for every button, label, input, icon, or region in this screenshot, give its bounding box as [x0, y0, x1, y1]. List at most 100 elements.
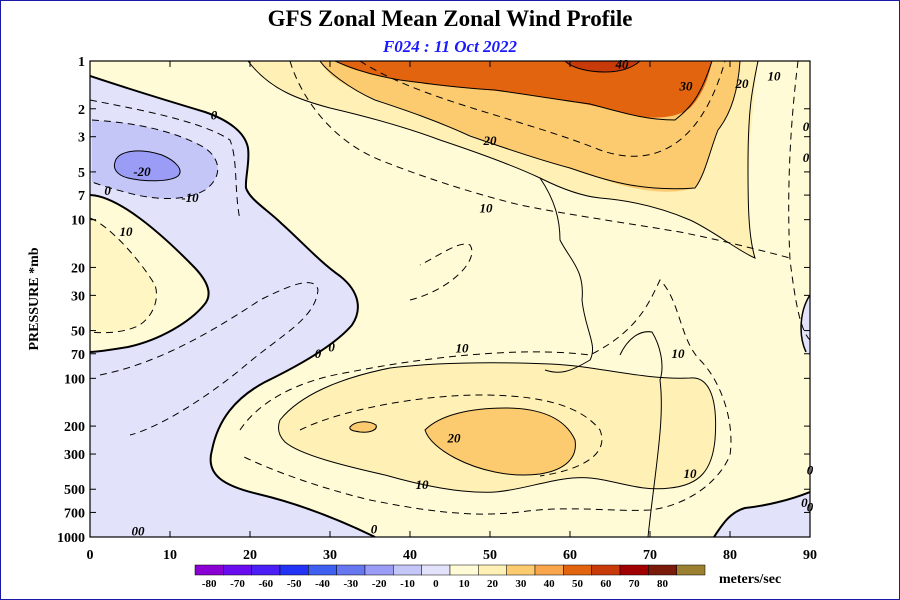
- legend-level-label: -60: [258, 578, 273, 590]
- legend-level-label: 80: [657, 578, 669, 590]
- contour-label: 10: [416, 477, 430, 492]
- y-tick-label: 30: [71, 289, 85, 304]
- contour-20-lower: [424, 407, 576, 476]
- contour-label: -20: [133, 164, 151, 179]
- legend-swatch: [449, 564, 479, 576]
- y-tick-label: 300: [64, 448, 85, 463]
- contour-dashed-inner: [299, 394, 603, 477]
- contour-label: 10: [768, 68, 782, 83]
- y-tick-label: 5: [78, 166, 85, 181]
- contour-label: 0: [211, 107, 218, 122]
- x-tick-label: 10: [163, 548, 177, 563]
- legend-level-label: -80: [202, 578, 217, 590]
- contour-10-lower: [277, 362, 717, 493]
- x-tick-label: 0: [87, 548, 94, 563]
- legend-level-label: -70: [230, 578, 245, 590]
- contour-label: 0: [371, 522, 378, 537]
- contour-label: 0: [104, 183, 111, 198]
- contour-label: 20: [447, 431, 462, 446]
- x-tick-label: 20: [243, 548, 257, 563]
- contour-label: 10: [480, 200, 494, 215]
- legend-swatch: [308, 564, 337, 576]
- fill-neg-right-lower: [714, 492, 810, 537]
- fill-20-to-30-small: [349, 421, 377, 433]
- legend-level-label: -10: [400, 578, 415, 590]
- fill-neg-right-upper: [801, 295, 810, 356]
- contour-label: 0: [328, 340, 335, 355]
- contour-label: 0: [803, 119, 810, 134]
- contour-pos-dashed-left: [90, 217, 157, 334]
- y-tick-label: 70: [71, 348, 85, 363]
- legend-swatch: [534, 564, 564, 576]
- contour-neg10: [91, 119, 219, 199]
- y-tick-label: 500: [64, 483, 85, 498]
- y-tick-label: 7: [78, 189, 85, 204]
- fill-30-to-40-upper: [335, 61, 712, 118]
- x-tick-label: 50: [483, 548, 497, 563]
- contour-fields: [90, 61, 810, 537]
- legend-level-label: -50: [287, 578, 302, 590]
- x-tick-label: 70: [643, 548, 657, 563]
- contour-label: 0: [803, 150, 810, 165]
- contour-zero: [90, 75, 376, 537]
- chart-subtitle: F024 : 11 Oct 2022: [382, 37, 518, 56]
- contour-neg20: [113, 150, 181, 182]
- y-tick-label: 10: [71, 214, 85, 229]
- x-tick-label: 60: [563, 548, 577, 563]
- contour-10-middle: [539, 177, 594, 373]
- contour-zero-inner: [90, 194, 210, 353]
- x-tick-label: 80: [723, 548, 737, 563]
- contour-lines: [90, 61, 810, 537]
- legend-level-label: 30: [515, 578, 527, 590]
- contour-dashed-right: [788, 61, 810, 341]
- legend-swatch: [393, 564, 422, 576]
- legend-swatch: [478, 564, 507, 576]
- x-tick-label: 30: [323, 548, 337, 563]
- contour-label: 30: [679, 79, 694, 94]
- x-tick-label: 90: [803, 548, 817, 563]
- contour-dashed-upper-b: [359, 61, 726, 157]
- y-axis-label: PRESSURE *mb: [27, 247, 42, 350]
- contour-neg-dashed-2: [99, 282, 319, 436]
- y-tick-label: 700: [64, 506, 85, 521]
- legend-level-label: -30: [343, 578, 358, 590]
- legend-level-label: 40: [544, 578, 556, 590]
- contour-label: -10: [181, 190, 199, 205]
- legend-level-label: 10: [459, 578, 471, 590]
- fill-neg-20-to-30: [114, 150, 181, 181]
- legend-level-label: 60: [600, 578, 612, 590]
- contour-neg-dashed-1: [90, 99, 241, 221]
- contour-dashed-lower: [239, 279, 732, 515]
- y-tick-label: 50: [71, 325, 85, 340]
- contour-40-upper: [564, 61, 641, 73]
- contour-label: 00: [132, 523, 146, 538]
- chart-title: GFS Zonal Mean Zonal Wind Profile: [267, 6, 633, 31]
- fill-pos-10-pocket: [90, 218, 157, 333]
- contour-label: 40: [615, 56, 630, 71]
- contour-20-upper: [319, 61, 741, 190]
- contour-label: 0: [315, 346, 322, 361]
- contour-10-upper: [247, 61, 759, 259]
- contour-label: 0: [807, 462, 814, 477]
- legend-swatch: [223, 564, 252, 576]
- legend-level-label: 70: [629, 578, 641, 590]
- y-tick-label: 200: [64, 420, 85, 435]
- contour-label: 10: [684, 466, 698, 481]
- x-axis: 0 10 20 30 40 50 60 70 80 90: [87, 61, 817, 563]
- legend-swatch: [563, 564, 592, 576]
- y-tick-label: 20: [71, 261, 85, 276]
- legend-swatch: [194, 564, 224, 576]
- contour-zero-right: [713, 491, 810, 537]
- contour-label: 10: [120, 224, 134, 239]
- legend-level-label: 0: [433, 578, 439, 590]
- contour-label: 0: [807, 499, 814, 514]
- contour-30-upper: [334, 61, 713, 121]
- contour-label: 10: [456, 341, 470, 356]
- legend-swatch: [506, 564, 536, 576]
- legend-level-label: 50: [572, 578, 584, 590]
- legend-swatch: [619, 564, 649, 576]
- contour-label: 10: [672, 346, 686, 361]
- y-tick-label: 2: [78, 103, 85, 118]
